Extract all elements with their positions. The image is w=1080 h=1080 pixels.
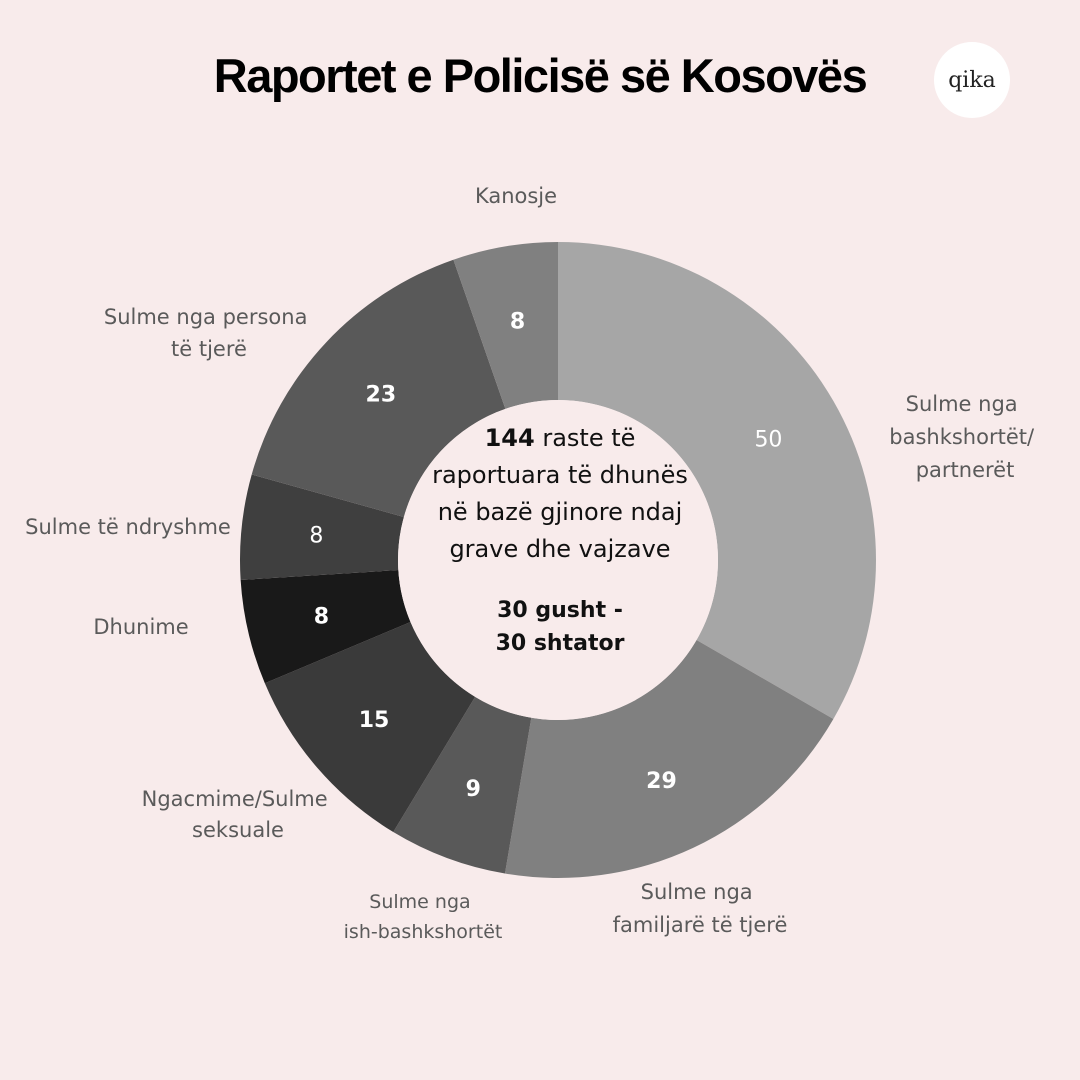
slice-6: [251, 259, 506, 517]
slice-label-ngacmime: Ngacmime/Sulme seksuale: [142, 787, 335, 842]
slice-value-2: 9: [466, 777, 481, 802]
chart-title: Raportet e Policisë së Kosovës: [213, 49, 868, 102]
slice-label-dhunime: Dhunime: [93, 615, 188, 639]
slice-2: [393, 696, 532, 874]
slice-4: [240, 570, 411, 684]
date-range-end: 30 shtator: [495, 631, 625, 656]
date-range-start: 30 gusht -: [497, 598, 623, 623]
slice-label-bashkshortet: Sulme nga bashkshortët/ partnerët: [889, 392, 1041, 482]
slice-label-ndryshme: Sulme të ndryshme: [25, 515, 231, 539]
slice-7: [453, 242, 558, 409]
center-description: raste të raportuara të dhunës në bazë gj…: [432, 424, 688, 563]
slice-value-4: 8: [314, 604, 329, 629]
slice-label-kanosje: Kanosje: [475, 184, 557, 208]
slice-1: [504, 640, 834, 878]
slice-3: [264, 622, 476, 833]
center-summary: 144 raste të raportuara të dhunës në baz…: [420, 420, 700, 660]
qika-logo: qika: [934, 42, 1010, 118]
slice-value-1: 29: [646, 769, 677, 794]
total-count: 144: [484, 424, 535, 452]
slice-value-0: 50: [754, 428, 782, 453]
slice-value-6: 23: [366, 383, 397, 408]
slice-0: [558, 242, 876, 719]
slice-5: [240, 474, 404, 580]
slice-label-familjare: Sulme nga familjarë të tjerë: [613, 880, 788, 937]
slice-label-ish: Sulme nga ish-bashkshortët: [344, 891, 503, 943]
slice-value-7: 8: [510, 309, 525, 334]
slice-value-5: 8: [309, 524, 323, 549]
slice-label-persona: Sulme nga persona të tjerë: [104, 305, 314, 361]
slice-value-3: 15: [359, 708, 390, 733]
donut-hole: [398, 400, 718, 720]
